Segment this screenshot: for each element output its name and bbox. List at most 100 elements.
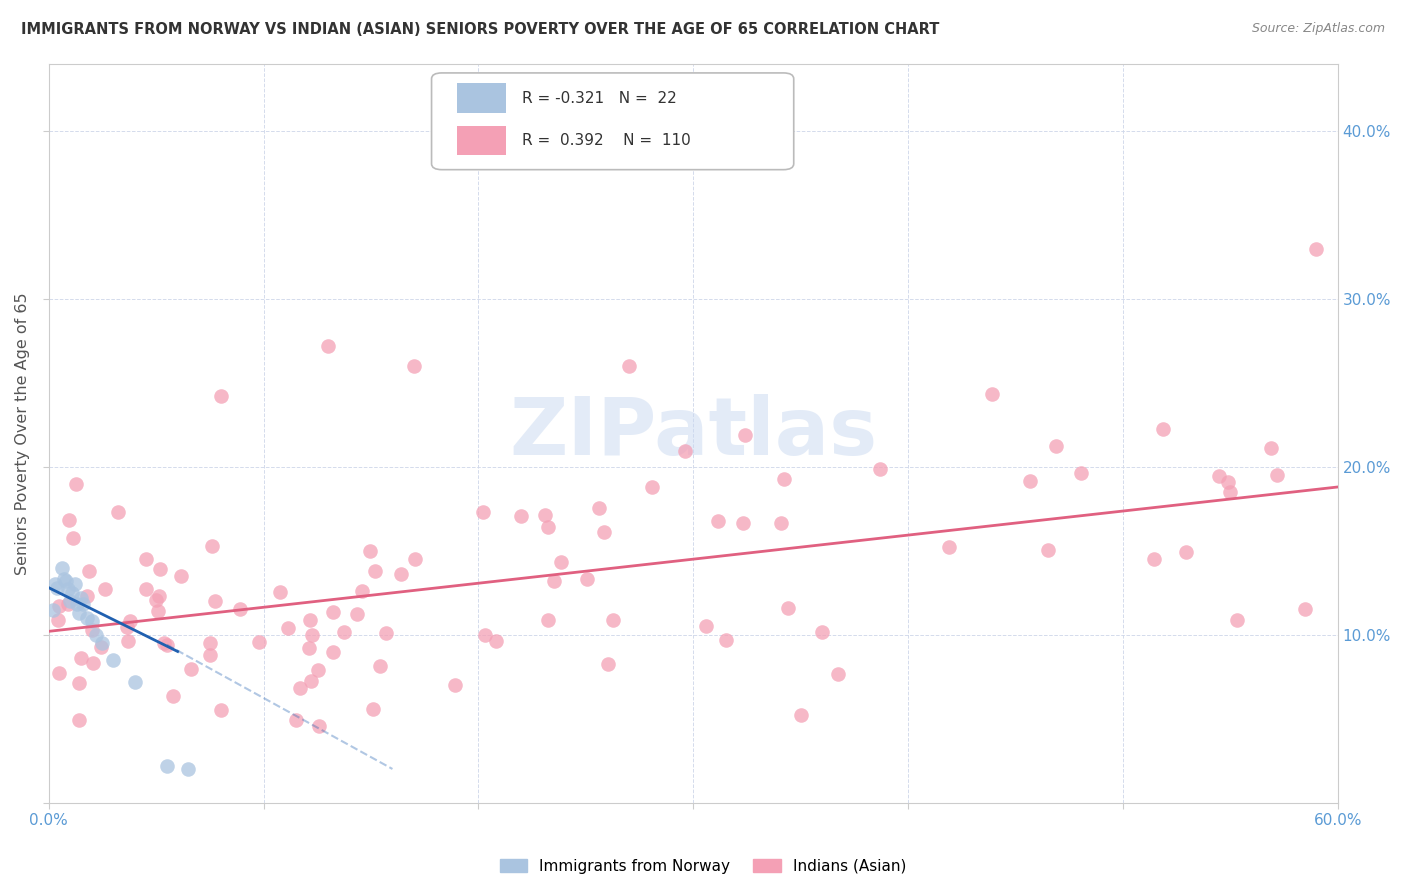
Point [776,600,799,615]
Point [673,443,696,458]
Point [153,636,176,650]
Point [69,651,91,665]
Point [90,640,112,655]
Point [299,674,322,689]
Point [389,566,412,581]
Point [1260,441,1282,455]
Point [374,626,396,640]
Point [359,544,381,558]
Point [1226,613,1249,627]
Point [298,613,321,627]
Point [42,602,65,616]
Point [1152,422,1174,436]
Legend: Immigrants from Norway, Indians (Asian): Immigrants from Norway, Indians (Asian) [494,853,912,880]
Point [1174,545,1197,559]
Point [695,619,717,633]
Point [135,552,157,566]
Point [474,627,496,641]
Point [62,531,84,545]
Point [229,602,252,616]
Point [869,462,891,476]
Point [1019,474,1042,488]
Point [124,674,146,689]
Point [938,540,960,554]
Point [322,605,344,619]
Point [148,589,170,603]
Point [443,678,465,692]
Point [550,555,572,569]
Text: R =  0.392    N =  110: R = 0.392 N = 110 [522,133,690,148]
Point [981,387,1004,401]
Point [402,359,425,373]
Point [46,613,69,627]
Point [177,762,200,776]
Point [485,634,508,648]
Point [70,591,93,605]
Point [364,564,387,578]
Point [269,585,291,599]
Point [1219,484,1241,499]
Point [63,577,86,591]
Point [51,560,73,574]
Point [94,582,117,596]
Point [58,512,80,526]
Point [716,632,738,647]
Text: ZIPatlas: ZIPatlas [509,394,877,472]
FancyBboxPatch shape [457,126,506,155]
Point [209,389,232,403]
Point [65,477,87,491]
Point [534,508,557,522]
Point [322,645,344,659]
Point [209,703,232,717]
Point [731,516,754,531]
Point [641,480,664,494]
Point [56,582,79,597]
Point [1036,543,1059,558]
FancyBboxPatch shape [432,73,794,169]
Point [285,714,308,728]
Point [827,666,849,681]
Point [1045,439,1067,453]
Point [146,604,169,618]
Point [80,614,103,628]
Point [204,594,226,608]
Point [79,565,101,579]
Point [103,653,125,667]
Point [602,613,624,627]
Point [48,599,70,614]
Point [510,508,533,523]
Point [107,505,129,519]
Point [180,662,202,676]
Point [201,539,224,553]
Point [588,501,610,516]
Y-axis label: Seniors Poverty Over the Age of 65: Seniors Poverty Over the Age of 65 [15,292,30,574]
Point [596,657,619,672]
Point [76,611,98,625]
Point [115,620,138,634]
Point [593,524,616,539]
Point [1070,467,1092,481]
Text: IMMIGRANTS FROM NORWAY VS INDIAN (ASIAN) SENIORS POVERTY OVER THE AGE OF 65 CORR: IMMIGRANTS FROM NORWAY VS INDIAN (ASIAN)… [21,22,939,37]
Point [76,589,98,603]
Point [46,581,69,595]
Point [404,551,426,566]
Point [811,625,834,640]
Point [56,597,79,611]
Point [44,577,66,591]
Point [170,569,193,583]
Point [149,562,172,576]
FancyBboxPatch shape [457,83,506,112]
Point [308,718,330,732]
Point [52,572,75,586]
Point [82,656,104,670]
Text: R = -0.321   N =  22: R = -0.321 N = 22 [522,90,676,105]
Point [72,598,94,612]
Point [117,633,139,648]
Point [537,520,560,534]
Point [277,621,299,635]
Point [59,594,82,608]
Point [48,666,70,681]
Point [575,573,598,587]
Point [156,639,179,653]
Point [332,624,354,639]
